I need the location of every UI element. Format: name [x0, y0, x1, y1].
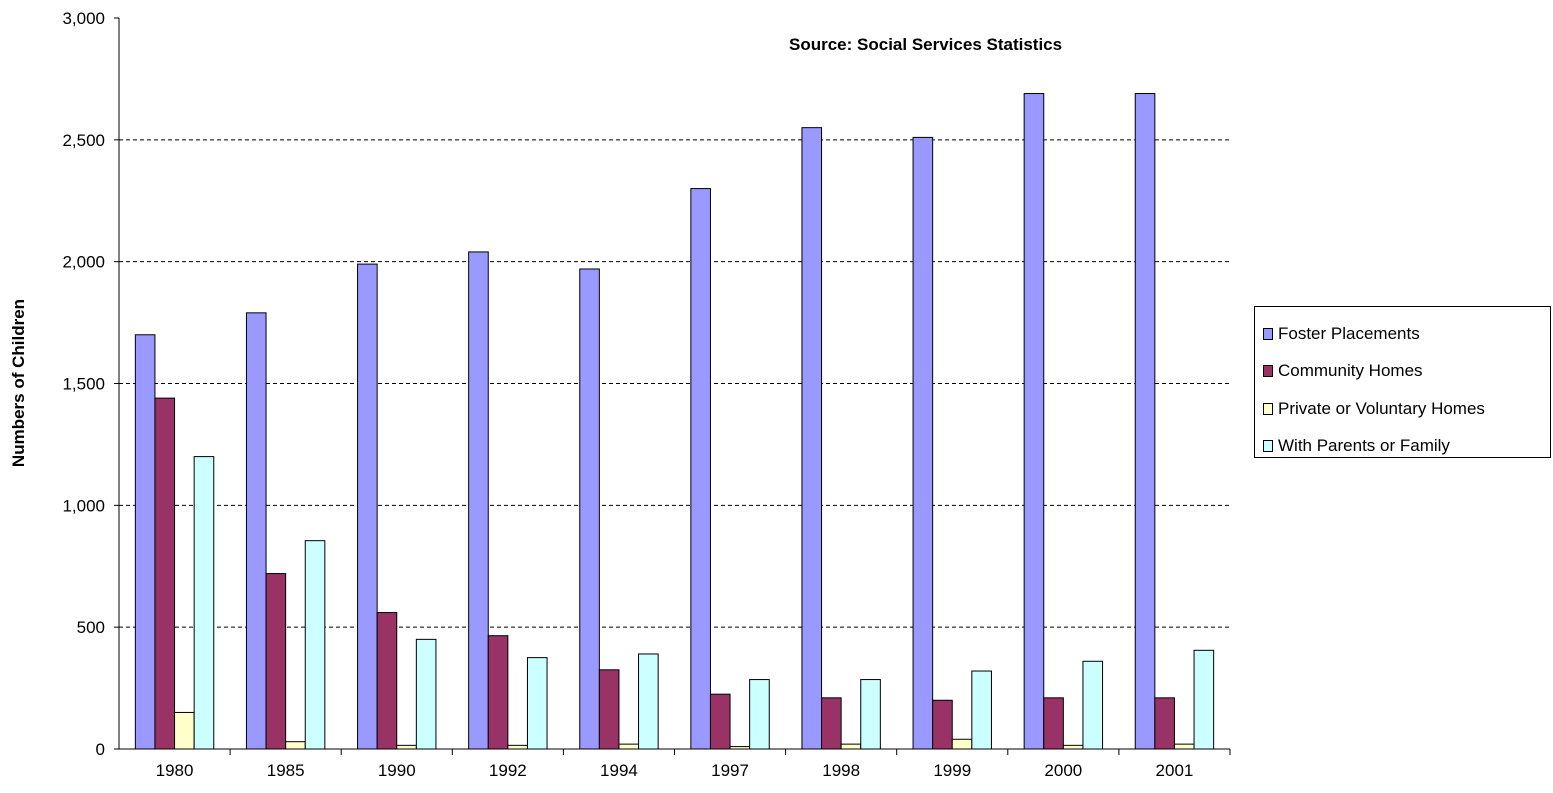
bar-community-homes-2001 [1154, 697, 1175, 750]
bar-foster-placements-2001 [1134, 93, 1156, 750]
bar-private-or-voluntary-homes-2001 [1173, 743, 1195, 750]
bar-with-parents-or-family-1998 [860, 679, 881, 750]
x-tick-label-1980: 1980 [156, 761, 194, 780]
bars [134, 93, 1215, 750]
x-tick-label-1997: 1997 [711, 761, 749, 780]
bar-private-or-voluntary-homes-1985 [285, 741, 306, 750]
y-tick-label: 2,500 [62, 131, 105, 150]
y-tick-label: 2,000 [62, 253, 105, 272]
x-tick-label-1994: 1994 [600, 761, 638, 780]
bar-private-or-voluntary-homes-1994 [618, 743, 640, 750]
bar-with-parents-or-family-1992 [526, 657, 548, 750]
y-tick-label: 0 [96, 740, 105, 759]
bar-community-homes-1997 [709, 693, 731, 750]
x-tick-label-1990: 1990 [378, 761, 416, 780]
bar-community-homes-1999 [932, 699, 953, 750]
grid-lines [119, 139, 1230, 628]
y-tick-label: 1,000 [62, 496, 105, 515]
bar-with-parents-or-family-1999 [971, 670, 992, 750]
legend-label: Community Homes [1278, 361, 1423, 381]
legend: Foster Placements Community Homes Private … [1254, 306, 1551, 458]
legend-swatch [1263, 402, 1273, 415]
legend-item: Foster Placements [1263, 315, 1550, 353]
bar-private-or-voluntary-homes-1990 [396, 744, 417, 750]
bar-community-homes-1992 [487, 635, 509, 750]
bar-with-parents-or-family-1994 [638, 653, 659, 750]
legend-swatch [1263, 365, 1273, 378]
bar-with-parents-or-family-1990 [415, 638, 437, 750]
y-tick-label: 3,000 [62, 9, 105, 28]
bar-foster-placements-1992 [468, 251, 489, 750]
y-axis-title: Numbers of Children [9, 299, 28, 467]
bar-with-parents-or-family-2000 [1082, 660, 1104, 750]
y-tick-label: 500 [77, 618, 105, 637]
x-tick-label-2000: 2000 [1044, 761, 1082, 780]
legend-label: Private or Voluntary Homes [1278, 398, 1485, 418]
axes [114, 17, 1231, 755]
bar-with-parents-or-family-1997 [749, 679, 770, 750]
legend-swatch [1263, 327, 1273, 340]
legend-swatch [1263, 440, 1273, 453]
legend-label: With Parents or Family [1278, 436, 1450, 456]
bar-private-or-voluntary-homes-1980 [174, 711, 195, 750]
x-tick-label-1998: 1998 [822, 761, 860, 780]
bar-community-homes-2000 [1043, 697, 1064, 750]
legend-item: Private or Voluntary Homes [1263, 390, 1550, 428]
x-tick-label-1999: 1999 [933, 761, 971, 780]
x-tick-label-1985: 1985 [267, 761, 305, 780]
x-tick-label-1992: 1992 [489, 761, 527, 780]
bar-community-homes-1980 [154, 397, 176, 750]
bar-with-parents-or-family-1985 [304, 540, 326, 750]
bar-foster-placements-1985 [245, 312, 267, 750]
bar-community-homes-1994 [598, 669, 620, 750]
y-tick-label: 1,500 [62, 375, 105, 394]
legend-item: Community Homes [1263, 353, 1550, 391]
bar-private-or-voluntary-homes-1992 [507, 744, 528, 750]
bar-community-homes-1985 [265, 573, 287, 750]
bar-with-parents-or-family-2001 [1193, 649, 1215, 750]
bar-foster-placements-2000 [1023, 93, 1045, 750]
source-annotation: Source: Social Services Statistics [789, 35, 1062, 54]
x-tick-labels: 1980 1985 1990 1992 1994 1997 1998 1999 2000 2001 [156, 761, 1194, 780]
bar-private-or-voluntary-homes-1999 [951, 738, 973, 750]
bar-community-homes-1990 [376, 612, 398, 750]
bar-foster-placements-1997 [690, 188, 711, 750]
bar-private-or-voluntary-homes-2000 [1062, 744, 1084, 750]
bar-community-homes-1998 [821, 697, 842, 750]
bar-foster-placements-1990 [357, 263, 378, 750]
bar-with-parents-or-family-1980 [193, 456, 215, 750]
y-tick-labels: 0 500 1,000 1,500 2,000 2,500 3,000 [62, 9, 105, 759]
bar-foster-placements-1999 [912, 136, 934, 750]
x-tick-label-2001: 2001 [1156, 761, 1194, 780]
bar-foster-placements-1980 [134, 334, 156, 750]
bar-private-or-voluntary-homes-1998 [840, 743, 862, 750]
legend-label: Foster Placements [1278, 323, 1420, 343]
bar-foster-placements-1994 [579, 268, 600, 750]
legend-item: With Parents or Family [1263, 428, 1550, 466]
bar-foster-placements-1998 [801, 127, 823, 750]
